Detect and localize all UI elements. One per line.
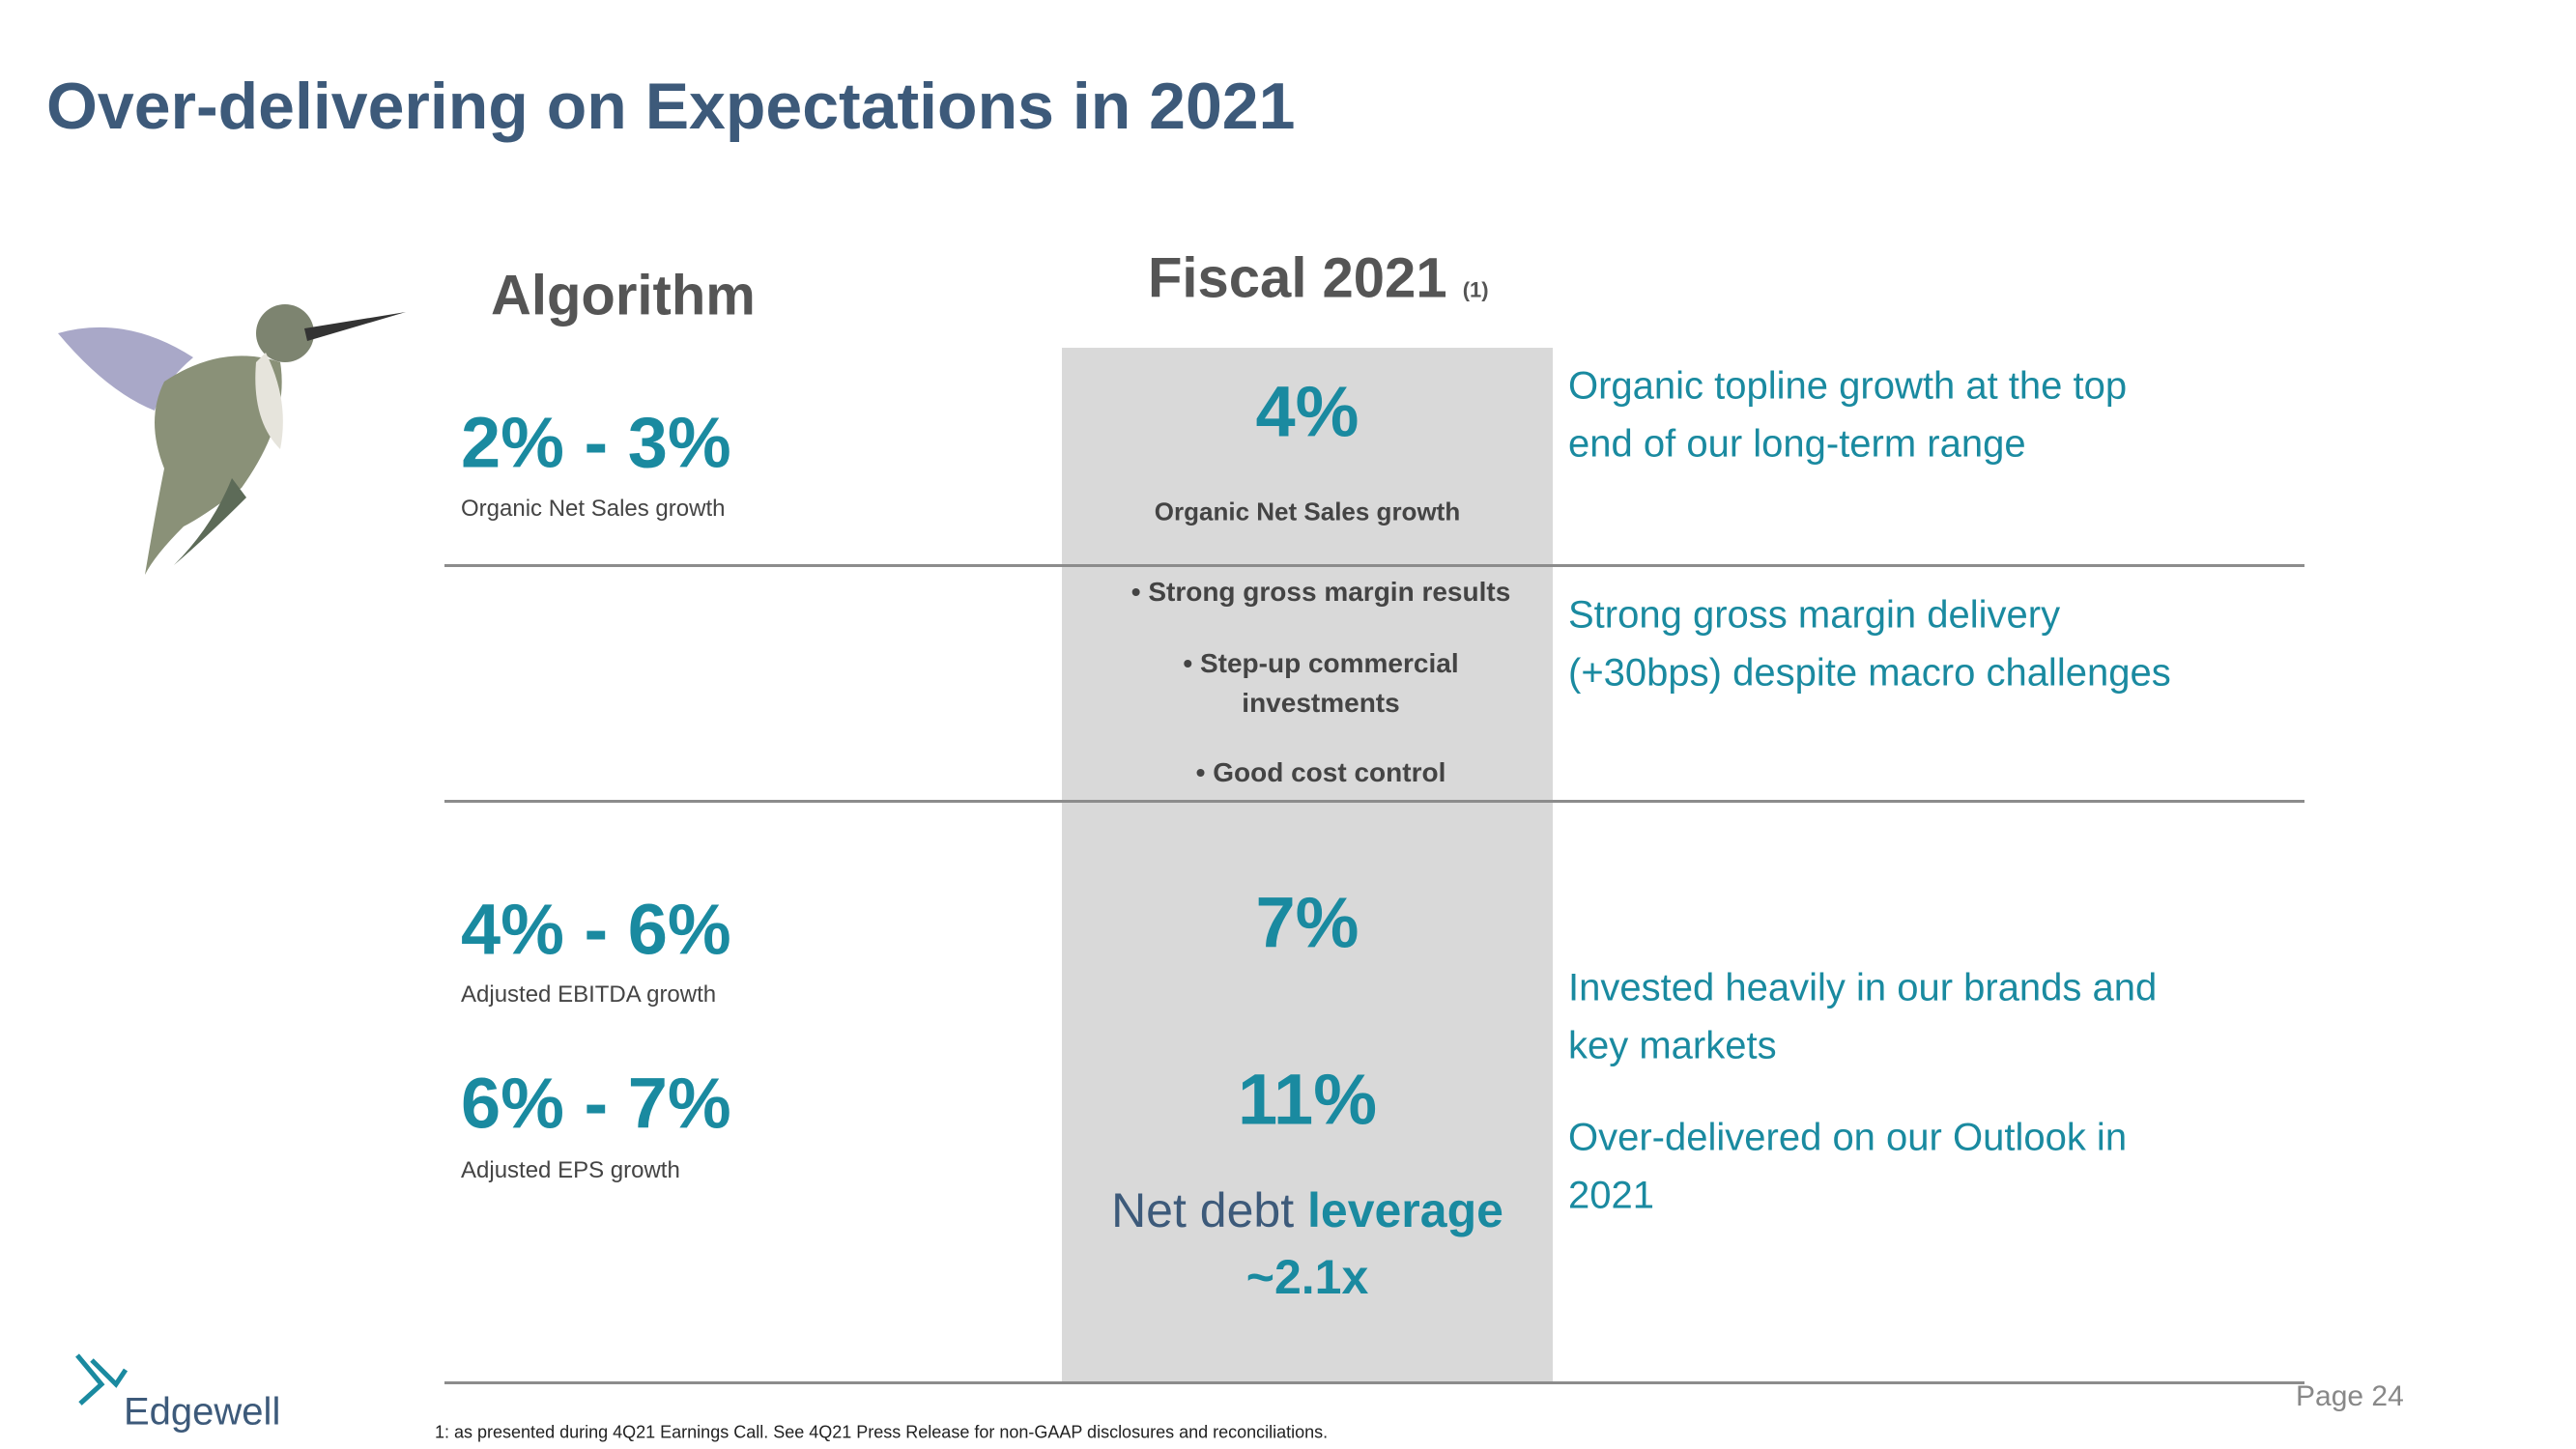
metric-range: 6% - 7% bbox=[461, 1063, 731, 1144]
leverage-line: Net debt leverage bbox=[1111, 1182, 1503, 1238]
comment: Invested heavily in our brands and bbox=[1568, 966, 2158, 1009]
metric-label: Adjusted EBITDA growth bbox=[461, 981, 717, 1008]
bullet: • Good cost control bbox=[1195, 757, 1446, 787]
metric-range: 4% - 6% bbox=[461, 889, 731, 970]
divider bbox=[444, 800, 2304, 803]
footnote-ref: (1) bbox=[1462, 277, 1489, 302]
comment: (+30bps) despite macro challenges bbox=[1568, 651, 2171, 695]
bullet-text: investments bbox=[1242, 688, 1400, 718]
divider bbox=[444, 1381, 2304, 1384]
logo-text: Edgewell bbox=[124, 1390, 281, 1434]
leverage-value: ~2.1x bbox=[1245, 1250, 1369, 1304]
leverage-text: Net debt bbox=[1111, 1183, 1295, 1237]
metric-range: 2% - 3% bbox=[461, 402, 731, 483]
leverage-emphasis: leverage bbox=[1306, 1183, 1503, 1237]
bullet-text: Good cost control bbox=[1213, 757, 1446, 787]
result-value: 7% bbox=[1255, 882, 1360, 963]
hummingbird bbox=[58, 304, 406, 575]
highlight-column bbox=[1062, 348, 1553, 1381]
title: Over-delivering on Expectations in 2021 bbox=[46, 70, 1296, 143]
page-number: Page 24 bbox=[2296, 1380, 2404, 1412]
bullet-text: Step-up commercial bbox=[1199, 648, 1459, 678]
comment: Over-delivered on our Outlook in bbox=[1568, 1116, 2128, 1159]
bullet: • Step-up commercial bbox=[1183, 648, 1459, 678]
result-value: 11% bbox=[1237, 1059, 1378, 1140]
column-header-text: Fiscal 2021 bbox=[1148, 246, 1447, 310]
result-label: Organic Net Sales growth bbox=[1154, 497, 1461, 526]
column-header: Fiscal 2021 (1) bbox=[1148, 246, 1489, 311]
comment: end of our long-term range bbox=[1568, 422, 2026, 466]
metric-label: Adjusted EPS growth bbox=[461, 1157, 680, 1183]
bullet: • Strong gross margin results bbox=[1131, 577, 1511, 607]
comment: Strong gross margin delivery bbox=[1568, 593, 2061, 637]
comment: key markets bbox=[1568, 1024, 1777, 1067]
comment: Organic topline growth at the top bbox=[1568, 364, 2128, 408]
comment: 2021 bbox=[1568, 1174, 1654, 1217]
bullet-text: Strong gross margin results bbox=[1148, 577, 1511, 607]
footnote: 1: as presented during 4Q21 Earnings Cal… bbox=[435, 1422, 1329, 1442]
result-value: 4% bbox=[1255, 371, 1360, 452]
logo-mark bbox=[75, 1353, 129, 1406]
column-header: Algorithm bbox=[491, 264, 756, 327]
divider bbox=[444, 564, 2304, 567]
metric-label: Organic Net Sales growth bbox=[461, 496, 726, 522]
